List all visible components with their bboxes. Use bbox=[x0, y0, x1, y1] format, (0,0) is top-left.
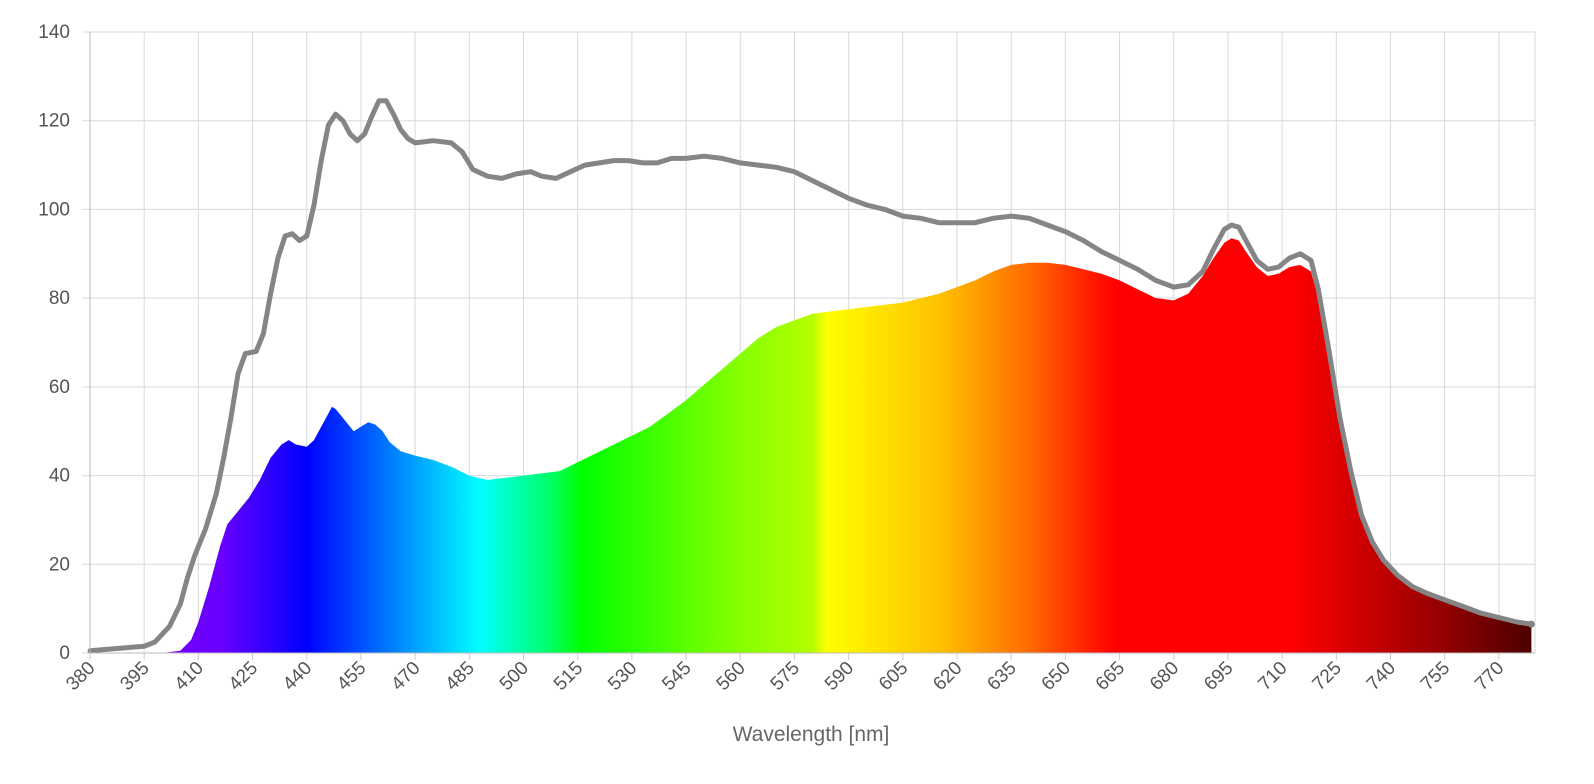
reference-line-path bbox=[87, 98, 1534, 654]
reference-line bbox=[87, 98, 1535, 654]
x-tick-label: 455 bbox=[333, 658, 370, 695]
x-tick-label: 620 bbox=[929, 658, 966, 695]
x-tick-label: 530 bbox=[604, 658, 641, 695]
spectrum-area bbox=[90, 238, 1532, 654]
x-tick-label: 575 bbox=[767, 658, 804, 695]
x-tick-label: 590 bbox=[821, 658, 858, 695]
y-tick-label: 40 bbox=[49, 466, 70, 487]
x-tick-label: 545 bbox=[658, 658, 695, 695]
x-tick-label: 500 bbox=[496, 658, 533, 695]
x-tick-label: 725 bbox=[1309, 658, 1346, 695]
x-tick-label: 515 bbox=[550, 658, 587, 695]
x-tick-label: 560 bbox=[713, 658, 750, 695]
x-tick-label: 470 bbox=[387, 658, 424, 695]
y-tick-label: 20 bbox=[49, 554, 70, 575]
x-tick-label: 680 bbox=[1146, 658, 1183, 695]
y-tick-label: 60 bbox=[49, 377, 70, 398]
x-tick-label: 605 bbox=[875, 658, 912, 695]
y-tick-label: 80 bbox=[49, 288, 70, 309]
x-tick-label: 755 bbox=[1417, 658, 1454, 695]
x-tick-label: 635 bbox=[983, 658, 1020, 695]
x-tick-label: 710 bbox=[1254, 658, 1291, 695]
x-tick-label: 395 bbox=[116, 658, 153, 695]
x-tick-label: 410 bbox=[171, 658, 208, 695]
spectrum-area-path bbox=[90, 238, 1532, 654]
x-tick-label: 695 bbox=[1200, 658, 1237, 695]
x-tick-label: 665 bbox=[1092, 658, 1129, 695]
x-tick-label: 740 bbox=[1363, 658, 1400, 695]
line-end-point bbox=[1527, 620, 1535, 628]
x-tick-label: 425 bbox=[225, 658, 262, 695]
y-tick-label: 140 bbox=[38, 22, 70, 43]
x-tick-label: 650 bbox=[1038, 658, 1075, 695]
y-tick-label: 0 bbox=[59, 643, 70, 664]
x-tick-label: 485 bbox=[442, 658, 479, 695]
x-axis-title: Wavelength [nm] bbox=[733, 723, 890, 746]
y-tick-label: 100 bbox=[38, 199, 70, 220]
x-tick-label: 440 bbox=[279, 658, 316, 695]
y-tick-label: 120 bbox=[38, 111, 70, 132]
x-tick-label: 770 bbox=[1471, 658, 1508, 695]
